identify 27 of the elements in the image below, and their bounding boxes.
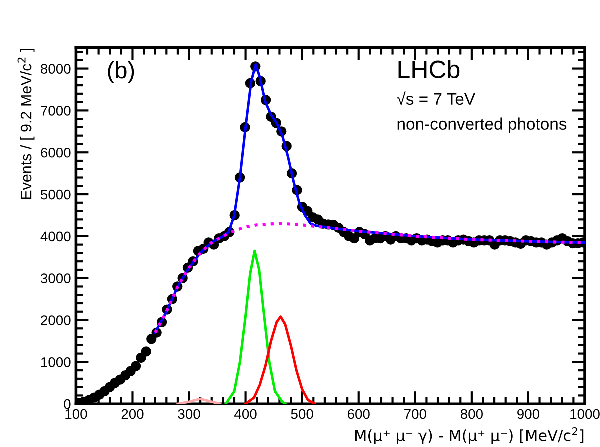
x-tick-label: 300 — [178, 409, 200, 420]
y-tick-label: 4000 — [40, 232, 71, 242]
x-tick-label: 100 — [66, 409, 88, 420]
x-tick-label: 1000 — [570, 409, 600, 420]
x-tick-label: 900 — [518, 409, 540, 420]
annotation: √s = 7 TeV — [397, 92, 476, 106]
x-axis-title: M(μ⁺ μ⁻ γ) - M(μ⁺ μ⁻) [MeV/c$^{2}$] — [356, 427, 584, 444]
annotation: (b) — [108, 61, 134, 84]
annotation: non-converted photons — [398, 118, 567, 134]
y-tick-label: 8000 — [41, 64, 71, 74]
annotation: LHCb — [398, 60, 460, 79]
y-tick-label: 0 — [64, 399, 71, 410]
y-tick-label: 3000 — [40, 274, 71, 284]
x-tick-label: 500 — [291, 409, 314, 420]
y-tick-label: 1000 — [42, 358, 71, 368]
x-tick-label: 200 — [122, 409, 144, 420]
x-tick-label: 700 — [404, 409, 426, 420]
line-series — [224, 250, 287, 404]
x-tick-label: 800 — [460, 409, 483, 420]
y-axis-title: Events / [ 9.2 MeV/c$^{2}$ ] — [18, 48, 35, 200]
y-tick-label: 5000 — [41, 190, 71, 200]
x-tick-label: 600 — [348, 409, 370, 420]
y-tick-label: 6000 — [41, 148, 71, 158]
y-tick-label: 2000 — [41, 316, 71, 326]
y-tick-label: 7000 — [41, 106, 71, 116]
x-tick-label: 400 — [234, 409, 257, 420]
line-series — [244, 316, 316, 404]
